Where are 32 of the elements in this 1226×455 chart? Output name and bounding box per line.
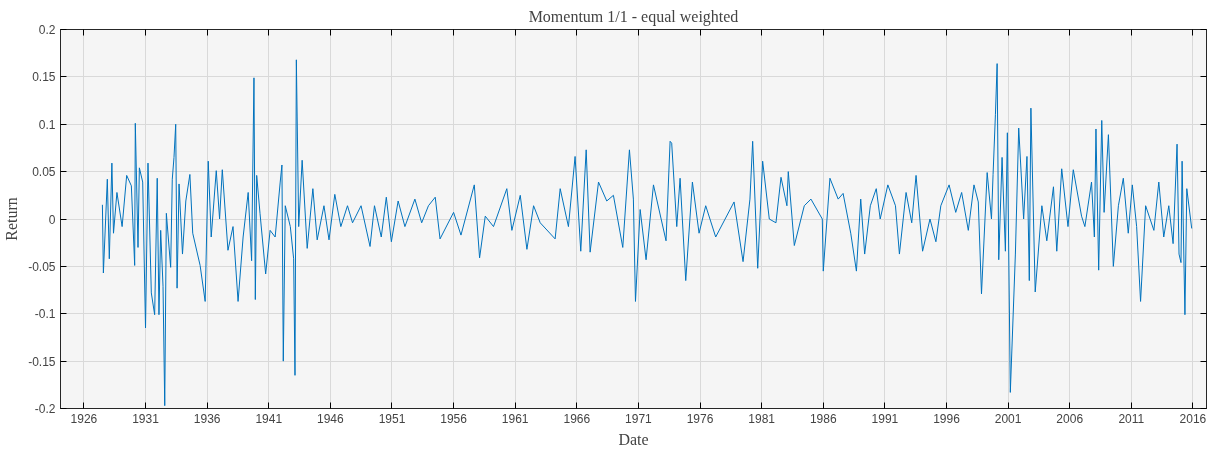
line-series bbox=[101, 59, 1193, 407]
y-tick-label: -0.1 bbox=[34, 307, 56, 322]
x-tick-label: 1986 bbox=[809, 411, 837, 426]
y-tick-label: -0.2 bbox=[34, 402, 56, 416]
y-tick-label: -0.15 bbox=[28, 354, 56, 369]
y-tick-label: 0.1 bbox=[38, 117, 56, 132]
x-tick-label: 2006 bbox=[1056, 411, 1084, 426]
x-tick-label: 1971 bbox=[625, 411, 653, 426]
x-tick-label: 1996 bbox=[933, 411, 961, 426]
x-tick-label: 1941 bbox=[255, 411, 283, 426]
x-tick-label: 1936 bbox=[193, 411, 221, 426]
x-tick-label: 1961 bbox=[501, 411, 529, 426]
y-tick-label: 0.2 bbox=[38, 23, 56, 37]
x-tick-label: 1956 bbox=[440, 411, 468, 426]
y-axis-title: Return bbox=[3, 197, 21, 241]
y-tick-label: -0.05 bbox=[28, 259, 56, 274]
x-axis-title: Date bbox=[618, 430, 649, 448]
x-tick-label: 2001 bbox=[994, 411, 1022, 426]
x-tick-label: 1981 bbox=[748, 411, 776, 426]
x-tick-label: 1926 bbox=[70, 411, 98, 426]
x-tick-label: 1976 bbox=[686, 411, 714, 426]
x-tick-label: 1931 bbox=[132, 411, 160, 426]
x-tick-label: 1991 bbox=[871, 411, 899, 426]
chart-title: Momentum 1/1 - equal weighted bbox=[528, 7, 739, 26]
y-tick-label: 0 bbox=[48, 212, 56, 227]
x-tick-label: 1946 bbox=[317, 411, 345, 426]
x-tick-label: 1951 bbox=[378, 411, 406, 426]
x-tick-label: 1966 bbox=[563, 411, 591, 426]
y-tick-label: 0.05 bbox=[32, 165, 56, 180]
x-tick-label: 2011 bbox=[1118, 411, 1145, 426]
x-tick-label: 2016 bbox=[1179, 411, 1207, 426]
y-tick-label: 0.15 bbox=[32, 70, 56, 85]
